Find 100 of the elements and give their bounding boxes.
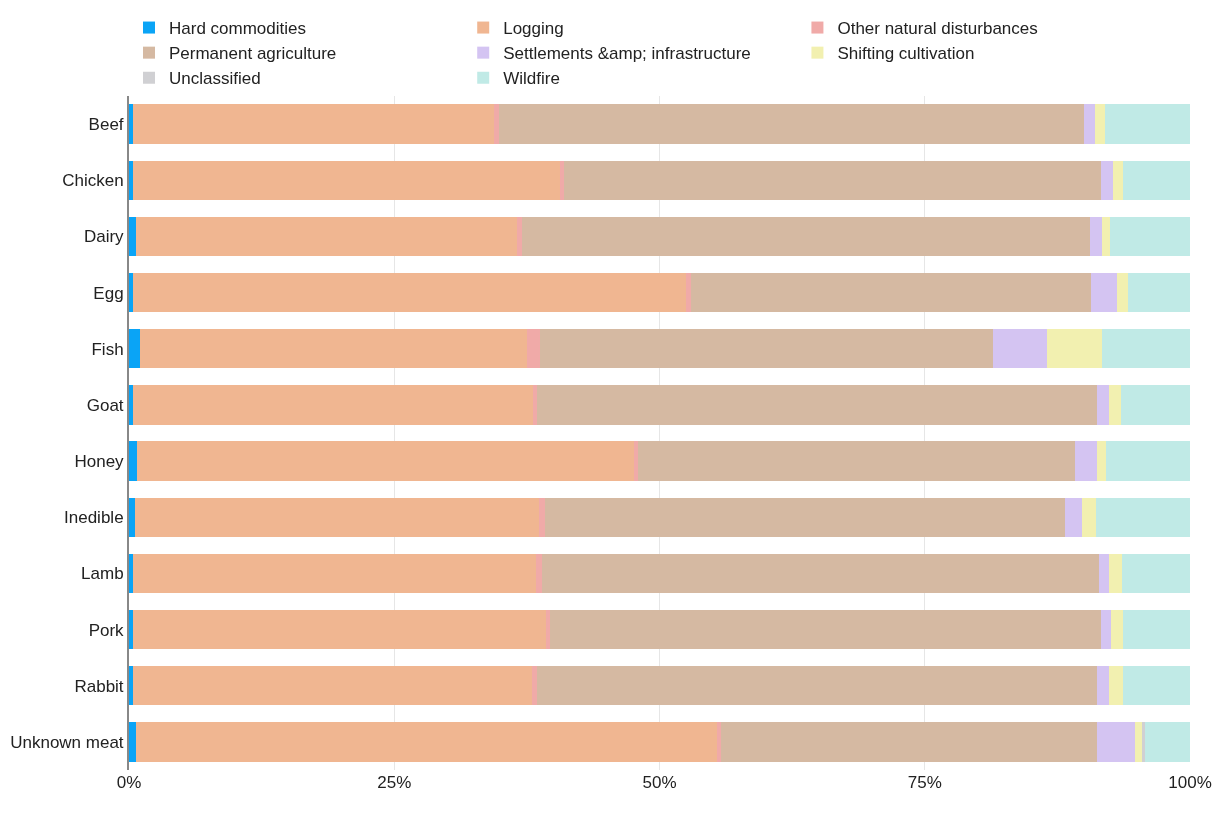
- bar: [1121, 385, 1190, 425]
- bar: [532, 666, 538, 706]
- bar: [634, 441, 639, 481]
- bar: [1134, 722, 1143, 762]
- x-tick-label: 100%: [1168, 773, 1212, 792]
- bar: [1046, 329, 1102, 369]
- bar: [1142, 722, 1146, 762]
- legend-label: Logging: [503, 19, 564, 39]
- bar: [1109, 553, 1123, 594]
- bar: [1096, 666, 1110, 706]
- bar: [691, 272, 1092, 313]
- bar: [686, 272, 692, 313]
- y-tick-label: Inedible: [64, 508, 124, 528]
- legend-label: Shifting cultivation: [837, 44, 975, 64]
- bar: [1064, 497, 1082, 537]
- bar: [537, 666, 1097, 706]
- legend-label: Other natural disturbances: [837, 19, 1038, 39]
- bar: [1109, 385, 1122, 425]
- bar: [1109, 666, 1124, 706]
- bar: [133, 272, 687, 313]
- bar: [1123, 609, 1190, 650]
- y-tick-label: Beef: [88, 115, 124, 135]
- bar: [1098, 553, 1110, 594]
- bar: [1123, 666, 1190, 706]
- bar: [1096, 722, 1135, 762]
- bar: [129, 104, 134, 144]
- y-tick-label: Pork: [88, 620, 125, 640]
- bar: [1083, 104, 1095, 144]
- y-tick-label: Egg: [93, 283, 124, 303]
- y-tick-label: Honey: [74, 452, 125, 472]
- bar: [517, 216, 522, 257]
- y-tick-label: Dairy: [83, 227, 125, 247]
- bar: [1081, 497, 1096, 537]
- bar: [129, 609, 134, 650]
- bar: [1095, 497, 1190, 537]
- bar: [129, 722, 137, 762]
- bar: [638, 441, 1076, 481]
- bar: [1112, 160, 1124, 200]
- x-tick-label: 0%: [116, 773, 142, 792]
- legend-label: Hard commodities: [169, 19, 306, 39]
- legend-label: Permanent agriculture: [169, 44, 337, 64]
- bar: [1123, 160, 1190, 200]
- legend-label: Wildfire: [503, 69, 560, 89]
- bar: [129, 441, 138, 481]
- x-tick-label: 25%: [377, 773, 412, 792]
- bar: [1116, 272, 1129, 313]
- bar: [1075, 441, 1097, 481]
- bar: [721, 722, 1097, 762]
- bar: [1100, 609, 1112, 650]
- bar: [538, 497, 545, 537]
- bar: [133, 609, 546, 650]
- bar: [521, 216, 1091, 257]
- bar: [1110, 216, 1190, 257]
- x-tick-label: 75%: [907, 773, 942, 792]
- bar: [1091, 272, 1117, 313]
- bar: [1122, 553, 1190, 594]
- bar: [129, 497, 136, 537]
- bar: [133, 104, 494, 144]
- bar: [133, 553, 537, 594]
- bar: [129, 216, 137, 257]
- bar: [133, 385, 534, 425]
- bar: [1094, 104, 1106, 144]
- bar: [559, 160, 565, 200]
- bar: [1096, 385, 1110, 425]
- bar: [129, 553, 134, 594]
- bar: [499, 104, 1084, 144]
- y-tick-label: Lamb: [81, 564, 124, 584]
- y-tick-label: Fish: [91, 339, 124, 359]
- legend-label: Settlements &amp; infrastructure: [503, 44, 751, 64]
- y-tick-label: Chicken: [62, 171, 124, 191]
- bar: [1145, 722, 1190, 762]
- legend-label: Unclassified: [169, 69, 261, 89]
- bar: [541, 553, 1099, 594]
- bar: [1101, 216, 1111, 257]
- bar: [1106, 441, 1190, 481]
- bar: [526, 329, 540, 369]
- bar: [564, 160, 1101, 200]
- bar: [129, 385, 134, 425]
- y-tick-label: Rabbit: [74, 676, 124, 696]
- bar: [129, 329, 140, 369]
- bar: [129, 160, 134, 200]
- bar: [136, 216, 518, 257]
- y-tick-label: Unknown meat: [10, 732, 124, 752]
- bar: [537, 385, 1097, 425]
- bar: [1101, 329, 1190, 369]
- bar: [992, 329, 1047, 369]
- bar: [493, 104, 500, 144]
- bar: [137, 441, 635, 481]
- bar: [129, 272, 134, 313]
- bar: [1100, 160, 1113, 200]
- y-tick-label: Goat: [86, 395, 124, 415]
- bar: [133, 666, 533, 706]
- bar: [1090, 216, 1102, 257]
- bar: [139, 329, 527, 369]
- bar: [536, 553, 542, 594]
- bar: [1111, 609, 1124, 650]
- bar: [539, 329, 993, 369]
- bar: [1128, 272, 1190, 313]
- bar: [129, 666, 134, 706]
- bar: [135, 497, 539, 537]
